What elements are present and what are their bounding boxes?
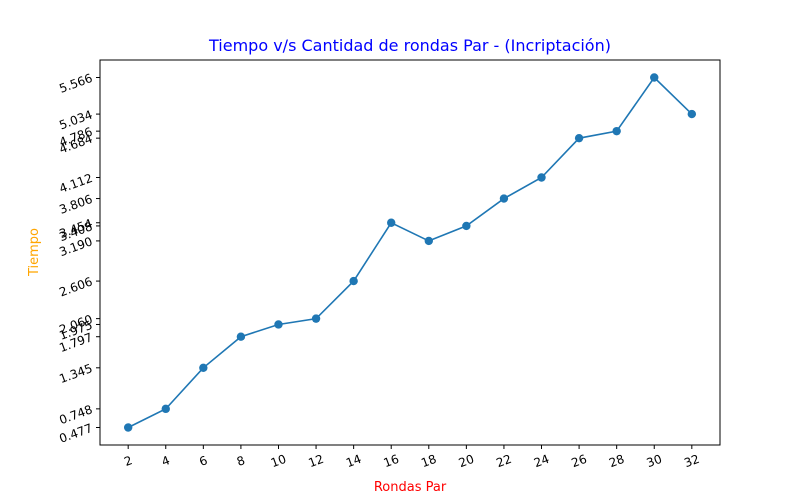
- x-axis-label: Rondas Par: [374, 480, 447, 495]
- data-point: [199, 363, 208, 373]
- data-series: [123, 73, 697, 432]
- x-tick-label: 2: [122, 453, 134, 469]
- x-tick-label: 8: [235, 453, 247, 469]
- data-point: [650, 73, 659, 82]
- data-point: [537, 173, 546, 182]
- data-point: [311, 314, 321, 323]
- x-tick-label: 20: [457, 452, 476, 470]
- data-point: [123, 423, 133, 432]
- plot-frame: [99, 59, 721, 446]
- x-tick-label: 6: [197, 453, 209, 469]
- x-tick-label: 30: [645, 452, 664, 470]
- x-tick-label: 22: [494, 452, 513, 470]
- series-line: [127, 76, 693, 429]
- x-tick-label: 10: [269, 452, 288, 470]
- data-point: [462, 221, 471, 231]
- data-point: [499, 194, 509, 203]
- data-point: [424, 236, 433, 246]
- data-point: [612, 126, 621, 136]
- data-point: [574, 133, 584, 143]
- x-tick-label: 26: [570, 452, 589, 470]
- data-point: [161, 404, 170, 414]
- axes: [99, 59, 721, 446]
- chart-title: Tiempo v/s Cantidad de rondas Par - (Inc…: [208, 36, 611, 55]
- x-axis-ticks: 2 4 6 8 10 12 14 16 18 20 22 24 26 28 30 32: [122, 445, 701, 470]
- x-tick-label: 24: [532, 452, 551, 470]
- data-point: [387, 218, 396, 227]
- x-tick-label: 14: [344, 452, 363, 470]
- data-point: [687, 109, 697, 119]
- data-point: [236, 332, 246, 341]
- x-tick-label: 18: [419, 452, 438, 470]
- data-point: [349, 276, 358, 286]
- x-tick-label: 32: [682, 452, 701, 470]
- y-axis-label: Tiempo: [27, 228, 42, 277]
- x-tick-label: 16: [382, 452, 401, 470]
- x-tick-label: 4: [160, 453, 172, 469]
- x-tick-label: 28: [607, 452, 626, 470]
- x-tick-label: 12: [306, 452, 325, 470]
- data-point: [274, 320, 283, 329]
